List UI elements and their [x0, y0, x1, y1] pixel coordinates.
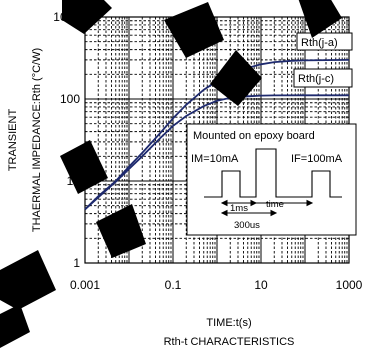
chart-subtitle: Rth-t CHARACTERISTICS — [164, 336, 295, 348]
x-tick-label: 1000 — [336, 278, 363, 292]
pulse-1ms-label: 1ms — [230, 203, 248, 214]
legend-label-ja: Rth(j-a) — [301, 37, 338, 49]
pulse-waveform — [204, 148, 342, 198]
series-line-rth-jc — [84, 94, 349, 211]
inset-if-label: IF=100mA — [291, 153, 343, 165]
y-tick-label: 100 — [60, 92, 80, 106]
series-curves — [84, 59, 350, 211]
pulse-dimensions — [220, 199, 314, 217]
y-axis-label-line2: THAERMAL IMPEDANCE:Rth (°C/W) — [31, 48, 43, 232]
pulse-time-label: time — [266, 199, 284, 210]
legend-rth-jc: Rth(j-c) — [293, 68, 353, 88]
inset-box: Mounted on epoxy board IM=10mA IF=100mA … — [186, 123, 357, 236]
x-tick-label: 0.001 — [70, 278, 100, 292]
y-tick-label: 1 — [73, 256, 80, 270]
legend-label-jc: Rth(j-c) — [298, 73, 334, 85]
x-tick-label: 10 — [254, 278, 268, 292]
watermark — [0, 0, 342, 348]
legend-rth-ja: Rth(j-a) — [296, 32, 353, 51]
y-axis-label-line1: TRANSIENT — [7, 109, 19, 172]
x-tick-label: 0.1 — [165, 278, 182, 292]
inset-im-label: IM=10mA — [191, 153, 239, 165]
series-line-rth-ja — [84, 59, 350, 211]
x-axis-label: TIME:t(s) — [206, 317, 251, 329]
inset-title: Mounted on epoxy board — [193, 130, 315, 142]
pulse-300us-label: 300us — [234, 220, 260, 231]
